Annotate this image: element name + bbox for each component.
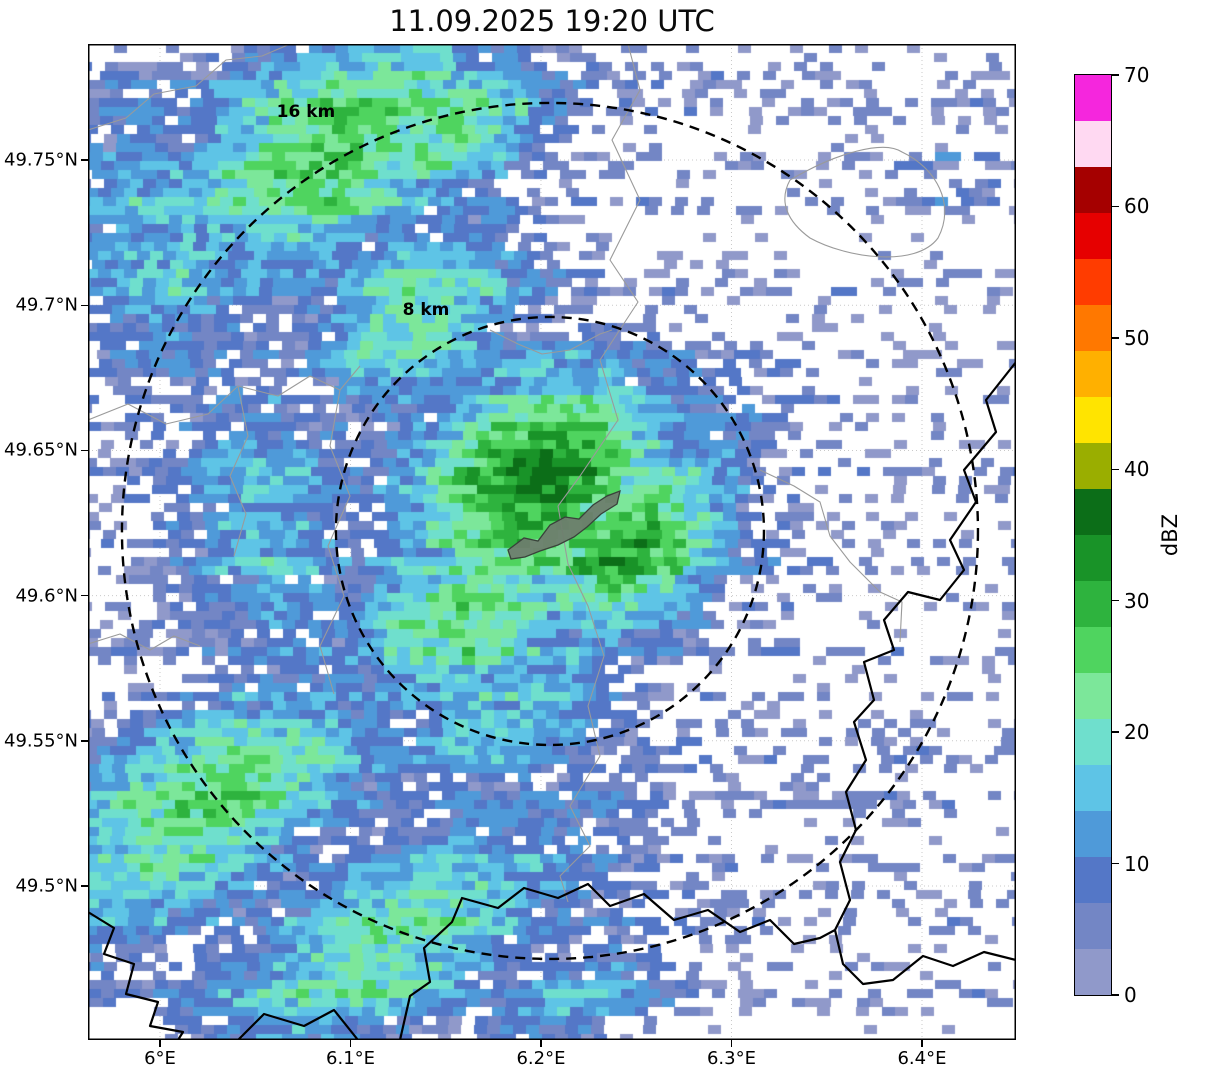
colorbar-tick-label: 20 (1124, 720, 1150, 745)
y-tick-label: 49.55°N (4, 730, 78, 752)
colorbar-tick-label: 30 (1124, 588, 1150, 613)
x-tick-label: 6.2°E (516, 1048, 566, 1069)
colorbar-band (1075, 397, 1111, 443)
map-overlay-layer (88, 44, 1016, 1040)
range-ring-label-8km: 8 km (402, 300, 450, 321)
country-border-line (833, 929, 1016, 986)
colorbar-tick-mark (1112, 337, 1119, 339)
x-tick-mark (730, 1040, 733, 1047)
map-axes: 16 km 8 km (88, 44, 1016, 1040)
colorbar-band (1075, 719, 1111, 765)
admin-border-line (489, 329, 613, 355)
x-tick-mark (921, 1040, 923, 1047)
x-tick-mark (540, 1040, 542, 1047)
colorbar-band (1075, 213, 1111, 259)
admin-border-line (319, 389, 351, 695)
y-tick-label: 49.75°N (4, 149, 78, 171)
country-border-line (88, 911, 185, 1040)
figure-title: 11.09.2025 19:20 UTC (389, 4, 715, 38)
admin-border-line (759, 469, 903, 643)
colorbar-band (1075, 535, 1111, 581)
y-tick-mark (81, 740, 88, 742)
colorbar-band (1075, 75, 1111, 121)
country-border-line (237, 1008, 359, 1040)
colorbar-band (1075, 857, 1111, 903)
range-ring-8km (334, 315, 766, 747)
colorbar-tick-mark (1112, 599, 1119, 602)
x-tick-label: 6.4°E (897, 1048, 947, 1069)
colorbar-tick-label: 50 (1124, 325, 1150, 350)
colorbar-tick-label: 40 (1124, 457, 1150, 482)
colorbar-band (1075, 765, 1111, 811)
range-ring-label-16km: 16 km (276, 102, 336, 123)
colorbar-tick-mark (1112, 862, 1119, 865)
colorbar-band (1075, 351, 1111, 397)
axes-frame (88, 44, 1016, 1040)
x-tick-label: 6.1°E (326, 1048, 376, 1069)
colorbar-tick-label: 60 (1124, 194, 1150, 219)
colorbar-tick-mark (1112, 994, 1119, 996)
colorbar-band (1075, 949, 1111, 995)
y-tick-label: 49.6°N (15, 585, 78, 607)
colorbar-band (1075, 489, 1111, 535)
y-tick-mark (81, 304, 88, 306)
admin-border-line (88, 365, 361, 425)
y-tick-mark (81, 159, 88, 161)
colorbar-band (1075, 627, 1111, 673)
y-tick-label: 49.5°N (15, 875, 78, 897)
admin-border-line (557, 44, 641, 507)
x-tick-mark (159, 1040, 161, 1047)
colorbar-tick-mark (1112, 205, 1119, 208)
country-border-line (398, 882, 836, 1040)
colorbar-band (1075, 581, 1111, 627)
x-tick-label: 6°E (144, 1048, 176, 1069)
colorbar-band (1075, 259, 1111, 305)
colorbar-tick-label: 0 (1124, 983, 1137, 1007)
colorbar-band (1075, 443, 1111, 489)
colorbar-band (1075, 811, 1111, 857)
y-tick-mark (81, 594, 88, 597)
colorbar-band (1075, 167, 1111, 213)
y-tick-mark (81, 449, 88, 452)
range-ring-16km (120, 101, 980, 961)
colorbar-band (1075, 305, 1111, 351)
colorbar-band (1075, 903, 1111, 949)
y-tick-label: 49.7°N (15, 294, 78, 316)
colorbar-band (1075, 121, 1111, 167)
colorbar-band (1075, 673, 1111, 719)
admin-border-line (784, 146, 946, 258)
y-tick-mark (81, 885, 88, 887)
country-border-line (834, 361, 1016, 931)
admin-border-line (88, 633, 201, 651)
colorbar-tick-mark (1112, 468, 1119, 471)
colorbar-tick-label: 70 (1124, 63, 1150, 87)
urban-area-polygon (507, 489, 621, 560)
colorbar (1074, 74, 1112, 996)
colorbar-label: dBZ (1158, 513, 1182, 557)
x-tick-mark (349, 1040, 352, 1047)
y-tick-label: 49.65°N (4, 439, 78, 461)
colorbar-tick-label: 10 (1124, 851, 1150, 876)
admin-border-line (229, 385, 249, 557)
admin-border-line (557, 505, 605, 903)
x-tick-label: 6.3°E (706, 1048, 756, 1069)
colorbar-tick-mark (1112, 731, 1119, 733)
colorbar-tick-mark (1112, 74, 1119, 76)
admin-border-line (88, 44, 291, 131)
